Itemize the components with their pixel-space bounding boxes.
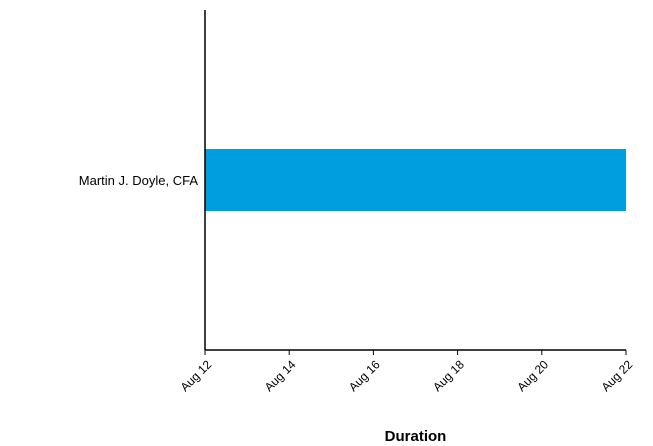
x-tick-label: Aug 12 bbox=[178, 357, 215, 394]
category-labels-layer: Martin J. Doyle, CFA bbox=[79, 173, 199, 188]
bars-layer bbox=[205, 149, 626, 211]
gantt-bar bbox=[205, 149, 626, 211]
category-label: Martin J. Doyle, CFA bbox=[79, 173, 199, 188]
x-tick-label: Aug 14 bbox=[262, 357, 299, 394]
axes-layer bbox=[204, 10, 626, 351]
x-ticks-layer: Aug 12 Aug 14 Aug 16 Aug 18 Aug 20 Aug 22 bbox=[178, 350, 636, 394]
x-axis-title: Duration bbox=[385, 428, 447, 445]
x-tick-label: Aug 20 bbox=[514, 357, 551, 394]
x-tick-label: Aug 18 bbox=[430, 357, 467, 394]
x-tick-label: Aug 16 bbox=[346, 357, 383, 394]
x-tick-label: Aug 22 bbox=[599, 357, 636, 394]
